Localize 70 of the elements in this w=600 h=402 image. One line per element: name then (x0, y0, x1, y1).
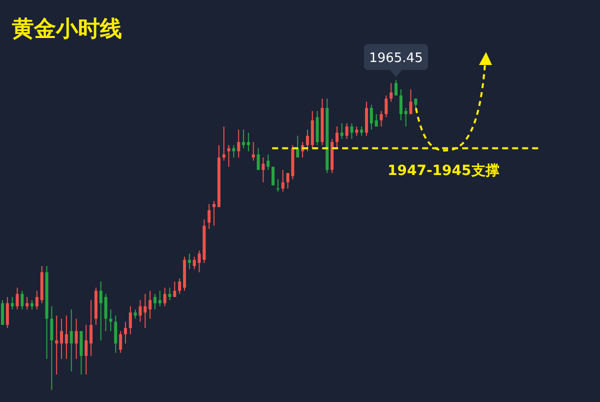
candlestick (84, 324, 88, 375)
candlestick (404, 107, 408, 127)
candlestick (306, 129, 309, 152)
candlestick (276, 178, 280, 192)
candlestick (173, 281, 176, 298)
candlestick (104, 293, 108, 332)
candlestick (64, 315, 68, 360)
candlestick (272, 166, 275, 186)
candlestick (26, 296, 29, 310)
candlestick (256, 148, 260, 170)
candlestick (360, 126, 364, 136)
candlestick (119, 330, 122, 354)
candlestick (370, 104, 373, 130)
candlestick (90, 300, 93, 356)
candlestick (246, 132, 250, 152)
candlestick (10, 296, 14, 310)
candlestick (208, 204, 211, 230)
ref-line-label: 1947-1945支撑 (388, 163, 500, 180)
candlestick (148, 290, 152, 320)
candlestick (20, 290, 24, 310)
candlestick (266, 154, 270, 170)
candlestick (414, 98, 418, 112)
candlestick (340, 122, 344, 140)
candlestick (237, 129, 240, 158)
candlestick (335, 126, 338, 149)
candlestick (178, 278, 182, 294)
candlestick (409, 88, 412, 115)
candlestick (35, 290, 38, 310)
candlestick (227, 144, 230, 168)
candlestick (192, 256, 196, 270)
candlestick (345, 122, 348, 140)
candlestick (70, 308, 73, 372)
candlestick (114, 315, 118, 354)
candlestick (222, 126, 226, 162)
candlestick (50, 306, 54, 390)
candlestick (153, 293, 156, 310)
candlestick (144, 293, 147, 328)
candlestick (158, 290, 162, 307)
candlestick (99, 281, 102, 341)
candlestick (30, 300, 34, 310)
annotation: 1965.45 (369, 51, 423, 66)
candlestick (1, 300, 4, 326)
candlestick (55, 315, 58, 375)
candlestick (384, 95, 388, 118)
candlestick (163, 287, 166, 307)
candlestick (212, 200, 216, 226)
candlestick (128, 306, 132, 335)
candlestick (390, 82, 393, 102)
candlestick (242, 129, 246, 149)
candlestick (74, 318, 78, 360)
candlestick (134, 308, 137, 320)
candlestick (16, 287, 19, 310)
candlestick (188, 253, 191, 270)
candlestick (262, 157, 265, 183)
candlestick (60, 318, 64, 360)
candlestick (399, 88, 402, 121)
candlestick (350, 122, 354, 140)
candlestick (109, 308, 112, 332)
candlestick (380, 110, 383, 127)
candlestick (252, 142, 255, 162)
candlestick (138, 300, 142, 322)
candlestick (355, 126, 358, 136)
candlestick (168, 287, 172, 301)
candlestick (374, 114, 378, 127)
candlestick (394, 80, 398, 96)
candlestick (281, 169, 284, 192)
chart-title: 黄金小时线 (12, 16, 122, 44)
candlestick (232, 144, 236, 158)
candlestick (124, 321, 127, 344)
candlestick (6, 296, 9, 328)
